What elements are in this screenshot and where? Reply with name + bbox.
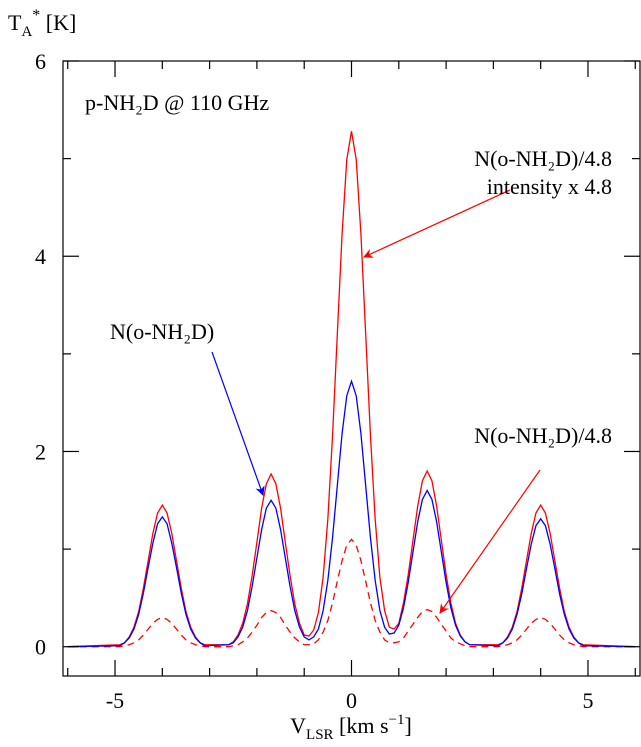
x-label-part: ] bbox=[405, 713, 412, 738]
arrow bbox=[439, 469, 541, 614]
annotation: intensity x 4.8 bbox=[487, 174, 612, 199]
annotation: N(o-NH₂D) bbox=[110, 319, 214, 344]
annotation: N(o-NH₂D)/4.8 bbox=[474, 423, 612, 448]
x-axis-label: VLSR [km s−1] bbox=[290, 712, 412, 743]
y-tick-label: 2 bbox=[35, 439, 46, 464]
y-tick-label: 6 bbox=[35, 49, 46, 74]
x-tick-label: -5 bbox=[106, 688, 124, 713]
y-label-part: * bbox=[32, 7, 40, 24]
annotation: p-NH₂D @ 110 GHz bbox=[85, 90, 269, 115]
y-label-part: T bbox=[8, 10, 22, 35]
spectrum-line bbox=[67, 379, 636, 648]
arrow bbox=[363, 189, 511, 258]
spectrum-line bbox=[67, 131, 636, 648]
annotation: N(o-NH₂D)/4.8 bbox=[474, 146, 612, 171]
y-tick-label: 4 bbox=[35, 244, 46, 269]
spectrum-line bbox=[67, 538, 636, 648]
x-label-part: V bbox=[290, 713, 306, 738]
y-axis-label: TA* [K] bbox=[8, 7, 76, 40]
plot-marks bbox=[67, 131, 636, 648]
x-label-part: −1 bbox=[389, 712, 405, 728]
x-tick-label: 0 bbox=[346, 688, 357, 713]
x-label-part: LSR bbox=[306, 727, 334, 743]
y-label-part: [K] bbox=[40, 10, 76, 35]
y-label-part: A bbox=[21, 24, 32, 40]
y-tick-label: 0 bbox=[35, 635, 46, 660]
x-tick-label: 5 bbox=[582, 688, 593, 713]
x-label-part: [km s bbox=[334, 713, 389, 738]
arrow bbox=[211, 351, 265, 496]
